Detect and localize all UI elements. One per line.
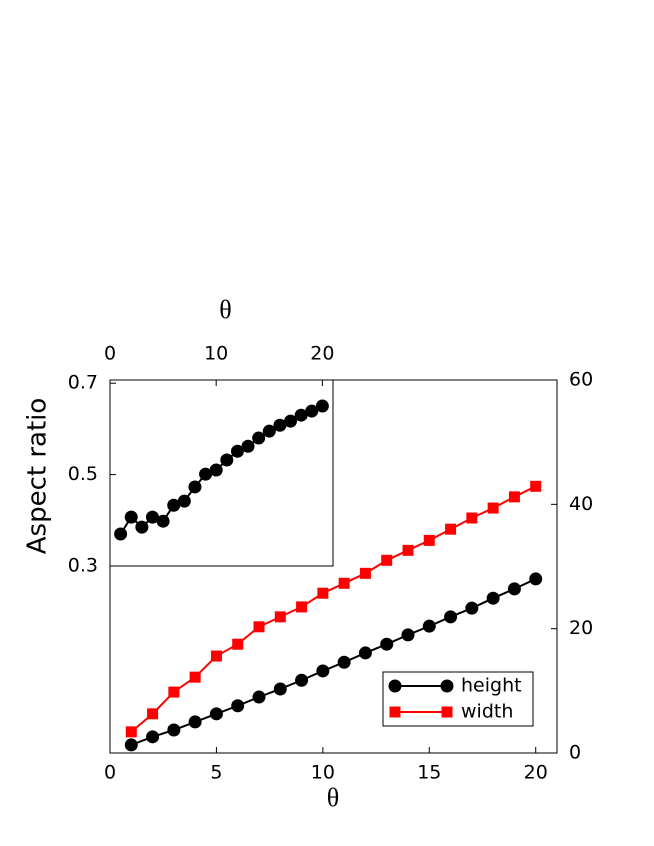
marker — [188, 715, 202, 729]
marker — [125, 726, 137, 738]
marker — [284, 414, 298, 428]
marker — [440, 679, 454, 693]
marker — [167, 723, 181, 737]
marker — [316, 664, 330, 678]
marker — [199, 467, 213, 481]
marker — [241, 439, 255, 453]
y2-tick-label: 0 — [569, 742, 581, 764]
marker — [124, 738, 138, 752]
marker — [252, 690, 266, 704]
marker — [168, 686, 180, 698]
marker — [167, 498, 181, 512]
y-tick-label: 0.7 — [68, 372, 98, 394]
y2-tick-label: 20 — [569, 617, 593, 639]
y-tick-label: 0.5 — [68, 463, 98, 485]
marker — [114, 527, 128, 541]
y2-tick-label: 60 — [569, 369, 593, 391]
marker — [295, 673, 309, 687]
marker — [156, 514, 170, 528]
marker — [487, 502, 499, 514]
marker — [359, 567, 371, 579]
marker — [508, 491, 520, 503]
marker — [423, 534, 435, 546]
x-tick-label: 5 — [210, 762, 222, 784]
y-tick-label: 0.3 — [68, 555, 98, 577]
marker — [124, 510, 138, 524]
marker — [305, 404, 319, 418]
marker — [337, 655, 351, 669]
x-tick-label: 10 — [311, 762, 335, 784]
marker — [147, 708, 159, 720]
marker — [402, 544, 414, 556]
marker — [529, 572, 543, 586]
marker — [317, 587, 329, 599]
marker — [145, 510, 159, 524]
marker — [189, 671, 201, 683]
x-tick-label: 20 — [524, 762, 548, 784]
y-axis-label: Aspect ratio — [23, 398, 53, 555]
marker — [381, 554, 393, 566]
legend-label: width — [461, 701, 513, 723]
marker — [388, 679, 402, 693]
marker — [380, 637, 394, 651]
marker — [232, 638, 244, 650]
marker — [294, 408, 308, 422]
marker — [146, 730, 160, 744]
marker — [273, 682, 287, 696]
marker — [252, 431, 266, 445]
marker — [338, 577, 350, 589]
marker — [507, 582, 521, 596]
marker — [296, 601, 308, 613]
x-axis-label: θ — [327, 783, 339, 812]
marker — [177, 494, 191, 508]
x-tick-label: 0 — [104, 343, 116, 365]
marker — [486, 591, 500, 605]
legend-label: height — [461, 675, 522, 697]
marker — [210, 650, 222, 662]
legend-box — [382, 671, 534, 727]
marker — [358, 646, 372, 660]
marker — [530, 480, 542, 492]
x-axis-label: θ — [219, 295, 231, 324]
marker — [188, 480, 202, 494]
x-tick-label: 15 — [417, 762, 441, 784]
marker — [389, 706, 401, 718]
marker — [401, 628, 415, 642]
marker — [273, 418, 287, 432]
marker — [253, 621, 265, 633]
marker — [441, 706, 453, 718]
marker — [422, 619, 436, 633]
marker — [231, 699, 245, 713]
marker — [444, 610, 458, 624]
x-tick-label: 10 — [204, 343, 228, 365]
marker — [466, 512, 478, 524]
marker — [262, 424, 276, 438]
marker — [209, 463, 223, 477]
marker — [135, 520, 149, 534]
marker — [230, 444, 244, 458]
marker — [274, 611, 286, 623]
marker — [209, 707, 223, 721]
x-tick-label: 0 — [104, 762, 116, 784]
y2-tick-label: 40 — [569, 493, 593, 515]
x-tick-label: 20 — [310, 343, 334, 365]
marker — [445, 523, 457, 535]
marker — [220, 453, 234, 467]
marker — [315, 399, 329, 413]
marker — [465, 601, 479, 615]
